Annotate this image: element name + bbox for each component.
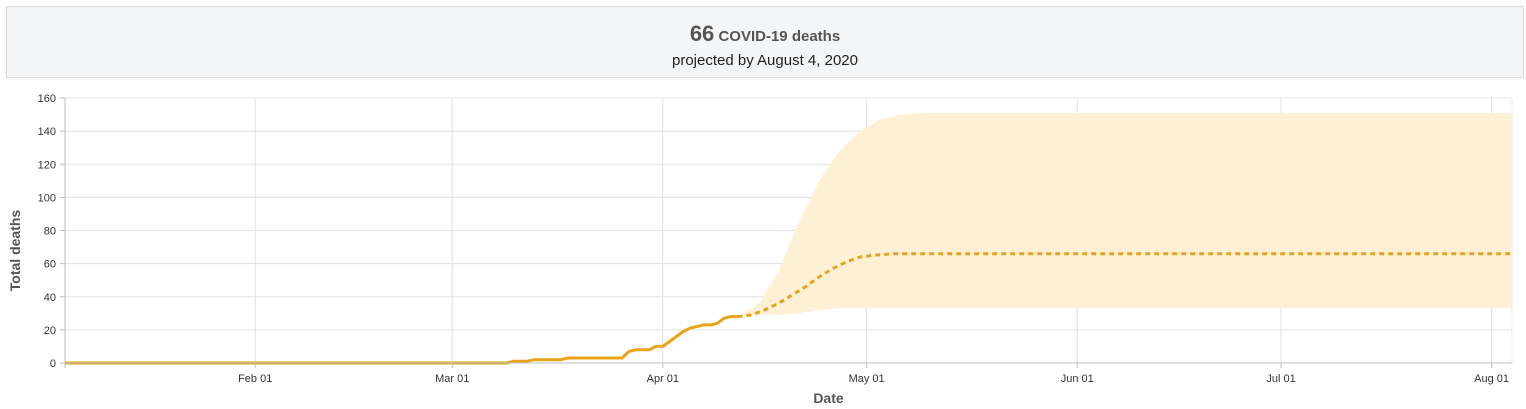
y-tick-label: 0: [50, 358, 56, 370]
x-tick-label: Mar 01: [435, 373, 469, 385]
uncertainty-band: [737, 112, 1512, 317]
y-tick-label: 100: [38, 192, 56, 204]
series-lines-layer: [65, 252, 1512, 365]
deaths-chart: 0 20 40 60 80 100 120 140 160 Feb 01 Mar 01 Apr 01 M…: [7, 93, 1513, 406]
chart-axes: [60, 97, 1512, 368]
observed-deaths-line: [65, 315, 738, 365]
projected-deaths-line: [737, 252, 1512, 319]
x-tick-label: Jul 01: [1266, 373, 1295, 385]
y-axis-title: Total deaths: [7, 210, 23, 292]
x-tick-label: Jun 01: [1061, 373, 1094, 385]
chart-labels: 0 20 40 60 80 100 120 140 160 Feb 01 Mar 01 Apr 01 M…: [7, 93, 1509, 406]
uncertainty-band-layer: [737, 112, 1512, 317]
x-tick-label: Feb 01: [238, 373, 272, 385]
y-tick-label: 140: [38, 126, 56, 138]
projection-headline: 66 COVID-19 deaths: [7, 21, 1523, 47]
y-tick-label: 120: [38, 159, 56, 171]
projection-date-text: projected by August 4, 2020: [672, 52, 858, 69]
x-tick-label: Aug 01: [1474, 373, 1509, 385]
x-tick-label: Apr 01: [647, 373, 679, 385]
projection-summary-panel: 66 COVID-19 deaths projected by August 4…: [6, 6, 1524, 78]
y-tick-label: 160: [38, 93, 56, 105]
x-axis-title: Date: [813, 390, 844, 406]
y-tick-label: 40: [44, 292, 56, 304]
y-tick-label: 20: [44, 325, 56, 337]
y-tick-label: 60: [44, 259, 56, 271]
x-tick-label: May 01: [849, 373, 885, 385]
projected-deaths-value: 66: [689, 21, 715, 46]
y-tick-label: 80: [44, 226, 56, 238]
projected-deaths-unit: COVID-19 deaths: [718, 28, 841, 45]
